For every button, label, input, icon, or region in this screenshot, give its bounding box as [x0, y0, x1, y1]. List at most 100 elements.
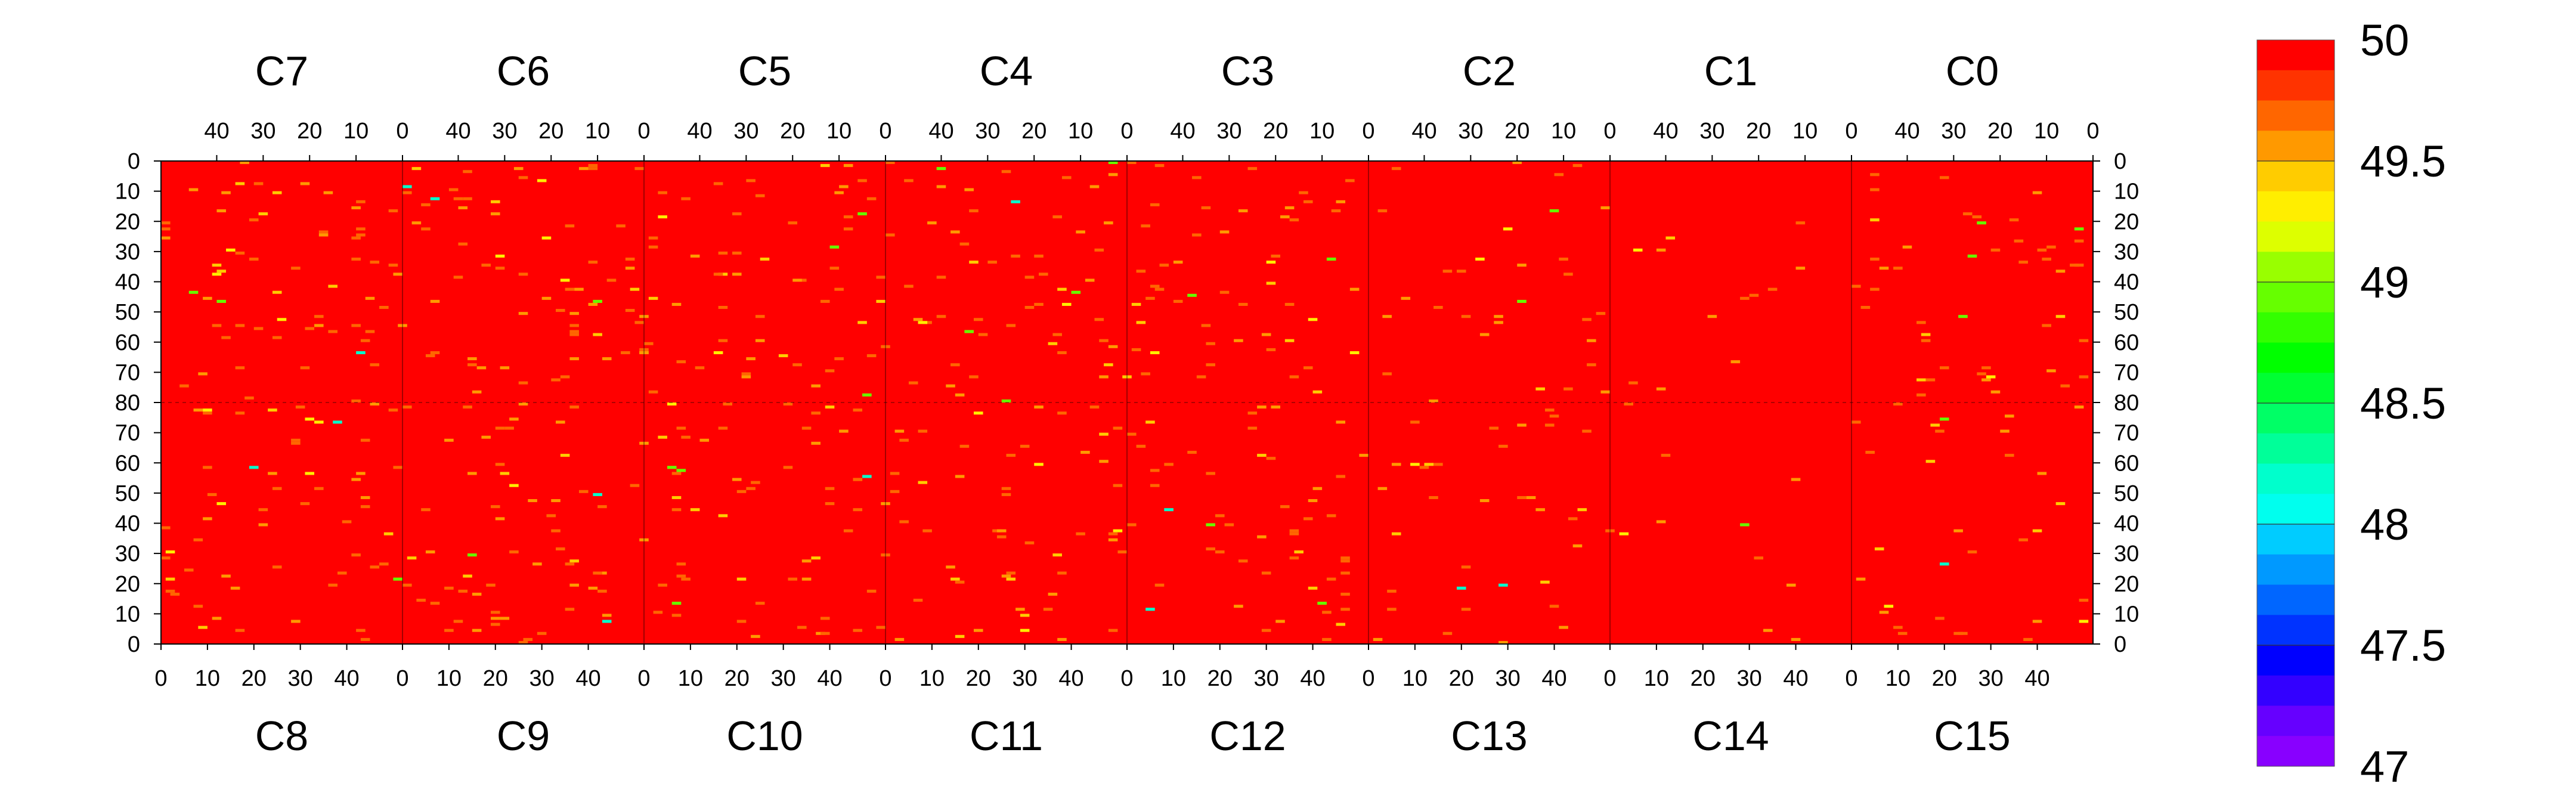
- outlier-cell: [1939, 176, 1949, 179]
- outlier-cell: [472, 628, 482, 632]
- outlier-cell: [755, 339, 765, 342]
- outlier-cell: [648, 390, 658, 394]
- outlier-cell: [328, 330, 338, 333]
- right-tick-label: 40: [2114, 270, 2139, 295]
- outlier-cell: [272, 191, 282, 194]
- outlier-cell: [1215, 514, 1225, 518]
- outlier-cell: [1939, 417, 1949, 421]
- outlier-cell: [1173, 299, 1183, 303]
- outlier-cell: [1154, 583, 1165, 587]
- bottom-tick-label: 10: [919, 666, 945, 691]
- outlier-cell: [1284, 339, 1295, 342]
- outlier-cell: [908, 381, 918, 385]
- outlier-cell: [430, 197, 440, 200]
- outlier-cell: [1150, 203, 1160, 206]
- outlier-cell: [950, 577, 960, 581]
- outlier-cell: [1266, 261, 1276, 264]
- top-tick-label: 10: [2034, 119, 2059, 144]
- outlier-cell: [671, 496, 682, 499]
- top-tick-label: 20: [1504, 119, 1530, 144]
- outlier-cell: [606, 278, 617, 282]
- outlier-cell: [425, 550, 435, 554]
- outlier-cell: [825, 405, 835, 409]
- outlier-cell: [778, 354, 788, 358]
- colorbar-swatch: [2257, 312, 2334, 343]
- outlier-cell: [1563, 273, 1573, 276]
- outlier-cell: [1261, 628, 1271, 632]
- outlier-cell: [973, 411, 983, 415]
- right-tick-label: 0: [2114, 149, 2126, 174]
- outlier-cell: [699, 438, 710, 442]
- outlier-cell: [1001, 399, 1011, 402]
- outlier-cell: [1981, 378, 1991, 382]
- outlier-cell: [165, 550, 175, 554]
- bottom-tick-label: 30: [1496, 666, 1521, 691]
- outlier-cell: [216, 299, 227, 303]
- outlier-cell: [291, 441, 301, 445]
- outlier-cell: [783, 402, 793, 406]
- outlier-cell: [1763, 628, 1773, 632]
- outlier-cell: [1271, 254, 1281, 258]
- outlier-cell: [1600, 390, 1610, 394]
- outlier-cell: [458, 242, 468, 246]
- outlier-cell: [1661, 454, 1671, 457]
- outlier-cell: [500, 617, 510, 620]
- outlier-cell: [899, 520, 909, 524]
- outlier-cell: [1707, 315, 1717, 318]
- outlier-cell: [648, 245, 658, 249]
- outlier-cell: [1206, 342, 1215, 345]
- outlier-cell: [1503, 227, 1513, 231]
- outlier-cell: [732, 273, 742, 276]
- outlier-cell: [1479, 499, 1490, 503]
- outlier-cell: [463, 170, 472, 174]
- outlier-cell: [490, 200, 500, 203]
- top-tick-label: 10: [1309, 119, 1335, 144]
- outlier-cell: [1034, 302, 1044, 306]
- outlier-cell: [161, 526, 171, 530]
- right-tick-label: 40: [2114, 512, 2139, 537]
- outlier-cell: [969, 261, 979, 264]
- outlier-cell: [658, 191, 667, 194]
- outlier-cell: [430, 351, 440, 354]
- outlier-cell: [2042, 258, 2051, 261]
- bottom-tick-label: 20: [242, 666, 267, 691]
- outlier-cell: [569, 357, 579, 361]
- outlier-cell: [1624, 402, 1633, 406]
- bottom-tick-label: 40: [1058, 666, 1083, 691]
- outlier-cell: [272, 290, 282, 294]
- colorbar-swatch: [2257, 131, 2334, 162]
- top-tick-label: 20: [1021, 119, 1046, 144]
- outlier-cell: [797, 278, 807, 282]
- left-tick-label: 60: [115, 451, 140, 476]
- outlier-cell: [723, 402, 732, 406]
- outlier-cell: [1962, 212, 1973, 216]
- outlier-cell: [569, 330, 579, 333]
- outlier-cell: [1498, 583, 1508, 587]
- outlier-cell: [853, 508, 863, 512]
- outlier-cell: [379, 562, 389, 566]
- outlier-cell: [1303, 517, 1313, 521]
- outlier-cell: [718, 306, 728, 309]
- outlier-cell: [1587, 339, 1596, 342]
- outlier-cell: [2074, 264, 2084, 267]
- outlier-cell: [671, 302, 682, 306]
- outlier-cell: [1322, 637, 1332, 641]
- outlier-cell: [2060, 384, 2070, 388]
- outlier-cell: [504, 426, 514, 430]
- outlier-cell: [1884, 605, 1894, 608]
- outlier-cell: [1150, 351, 1160, 354]
- outlier-cell: [351, 324, 361, 327]
- outlier-cell: [1331, 209, 1341, 213]
- outlier-cell: [2023, 637, 2033, 641]
- outlier-cell: [1326, 577, 1336, 581]
- outlier-cell: [886, 233, 895, 237]
- outlier-cell: [463, 197, 472, 200]
- outlier-cell: [291, 438, 301, 442]
- outlier-cell: [1870, 218, 1880, 222]
- top-tick-label: 0: [396, 119, 408, 144]
- outlier-cell: [463, 574, 472, 578]
- outlier-cell: [490, 623, 500, 626]
- chip-label: C11: [970, 713, 1043, 759]
- outlier-cell: [272, 336, 282, 339]
- colorbar-swatch: [2257, 342, 2334, 373]
